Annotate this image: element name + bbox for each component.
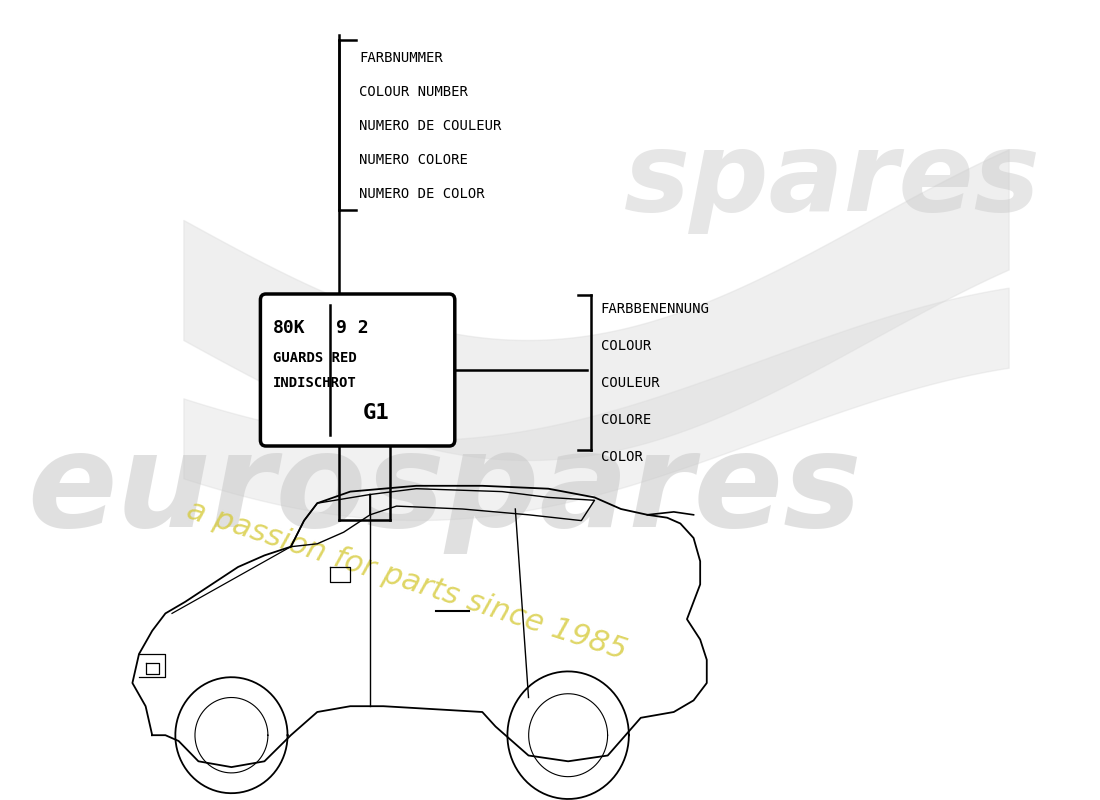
Text: 9 2: 9 2: [336, 319, 368, 337]
Text: COLOUR NUMBER: COLOUR NUMBER: [360, 85, 469, 99]
Text: INDISCHROT: INDISCHROT: [273, 376, 358, 390]
Text: spares: spares: [624, 126, 1041, 234]
Text: NUMERO DE COULEUR: NUMERO DE COULEUR: [360, 119, 502, 133]
Text: NUMERO DE COLOR: NUMERO DE COLOR: [360, 187, 485, 201]
Text: eurospares: eurospares: [28, 426, 862, 554]
Text: FARBNUMMER: FARBNUMMER: [360, 51, 443, 65]
Text: a passion for parts since 1985: a passion for parts since 1985: [184, 495, 630, 665]
Text: GUARDS RED: GUARDS RED: [273, 351, 358, 365]
FancyBboxPatch shape: [261, 294, 454, 446]
Text: COULEUR: COULEUR: [601, 376, 659, 390]
Text: COLORE: COLORE: [601, 413, 651, 427]
Text: COLOUR: COLOUR: [601, 339, 651, 353]
Text: NUMERO COLORE: NUMERO COLORE: [360, 153, 469, 167]
Text: G1: G1: [363, 403, 389, 423]
Text: COLOR: COLOR: [601, 450, 642, 464]
Text: FARBBENENNUNG: FARBBENENNUNG: [601, 302, 710, 316]
Text: 80K: 80K: [273, 319, 306, 337]
